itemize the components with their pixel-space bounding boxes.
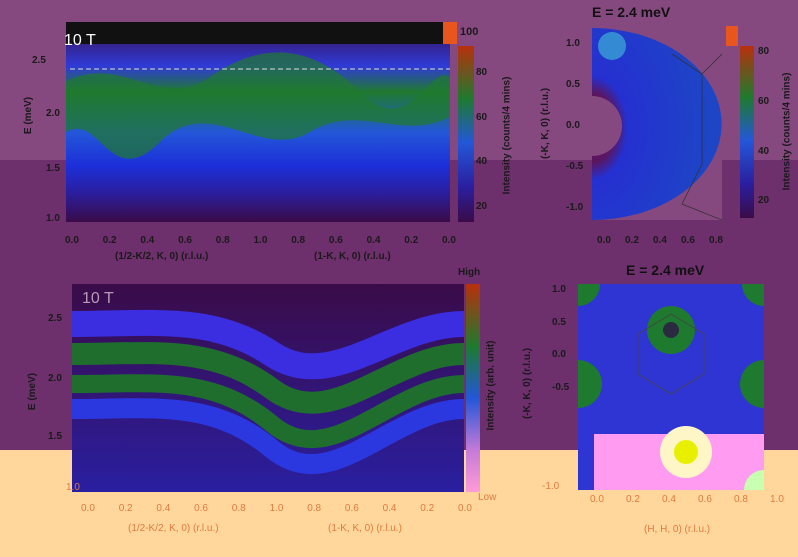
panel-c-colorbar-high: High (458, 267, 481, 278)
panel-d-xtick: 0.8 (734, 494, 748, 505)
panel-a-xtick: 1.0 (253, 235, 268, 246)
panel-a-ytick: 2.0 (46, 108, 60, 119)
panel-c-xtick: 0.8 (231, 503, 246, 514)
panel-a-cbtick: 20 (476, 201, 488, 212)
panel-c-xtick: 0.6 (344, 503, 359, 514)
panel-c-xlabel-left: (1/2-K/2, K, 0) (r.l.u.) (128, 523, 219, 534)
panel-c-xlabel-right: (1-K, K, 0) (r.l.u.) (328, 523, 402, 534)
panel-a-ytick: 1.5 (46, 163, 60, 174)
panel-a-cbtick: 80 (476, 67, 488, 78)
panel-d-xlabel: (H, H, 0) (r.l.u.) (644, 524, 711, 535)
panel-d-ytick: -0.5 (552, 382, 570, 393)
panel-d-ytick: -1.0 (542, 481, 560, 492)
panel-b-colorbar-top (726, 26, 738, 46)
panel-a-ytick: 1.0 (46, 213, 60, 224)
panel-a-field-tag: 10 T (64, 32, 96, 49)
panel-b-cbtick: 40 (758, 146, 770, 157)
panel-a-xtick: 0.4 (366, 235, 381, 246)
panel-b-title: E = 2.4 meV (592, 4, 671, 20)
panel-d-ytick: 0.5 (552, 316, 566, 328)
panel-d-xtick: 0.6 (698, 494, 712, 505)
panel-a-xtick: 0.8 (291, 235, 306, 246)
panel-c-xtick: 0.0 (81, 503, 95, 514)
panel-b-xtick: 0.4 (653, 235, 667, 246)
panel-a-xtick: 0.0 (442, 235, 456, 246)
panel-b-cbtick: 20 (758, 195, 770, 206)
panel-b-xtick: 0.0 (597, 235, 611, 246)
panel-c-colorbar-label: Intensity (arb. unit) (485, 340, 497, 431)
panel-c-ytick: 2.5 (48, 313, 62, 324)
panel-a-colorbar-label: Intensity (counts/4 mins) (501, 76, 513, 195)
panel-a-xlabel-right: (1-K, K, 0) (r.l.u.) (314, 251, 391, 262)
panel-c-ytick: 1.5 (48, 431, 62, 442)
panel-c-ytick: 1.0 (66, 482, 80, 493)
panel-d-ytick: 1.0 (552, 284, 566, 295)
panel-d-xtick: 1.0 (770, 494, 784, 505)
panel-b-ytick: -0.5 (566, 161, 584, 172)
panel-a-xtick: 0.4 (140, 235, 155, 246)
panel-c-xtick: 0.6 (194, 503, 208, 514)
panel-a-xtick: 0.6 (178, 235, 192, 246)
panel-c-xtick: 0.4 (156, 503, 171, 514)
panel-c-heatmap (72, 284, 464, 492)
panel-c-colorbar-low: Low (478, 492, 497, 503)
panel-d-ytick: 0.0 (552, 349, 566, 361)
panel-d-xtick: 0.2 (626, 494, 640, 505)
panel-a-colorbar-top-value: 100 (460, 26, 479, 38)
panel-b-colorbar-label: Intensity (counts/4 mins) (781, 72, 793, 191)
panel-b-heatmap (592, 24, 722, 220)
panel-c-xtick: 0.8 (307, 503, 322, 514)
panel-c-ylabel: E (meV) (27, 372, 39, 411)
panel-a-xtick: 0.2 (102, 235, 117, 246)
panel-d-title: E = 2.4 meV (626, 262, 705, 278)
panel-c-field-tag: 10 T (82, 290, 114, 307)
panel-a-ylabel: E (meV) (23, 96, 35, 135)
panel-b-ytick: 0.5 (566, 79, 580, 90)
panel-d-xtick: 0.4 (662, 494, 676, 505)
panel-a-colorbar (458, 46, 474, 222)
panel-a-xtick: 0.8 (215, 235, 230, 246)
panel-b-xtick: 0.2 (625, 235, 639, 246)
panel-a-xlabel-left: (1/2-K/2, K, 0) (r.l.u.) (115, 251, 209, 262)
panel-a-cbtick: 60 (476, 112, 488, 123)
panel-c-ytick: 2.0 (48, 373, 62, 384)
panel-a-colorbar-top (443, 22, 457, 44)
panel-a-cbtick: 40 (476, 156, 488, 167)
panel-c-colorbar (466, 284, 480, 492)
panel-b-ytick: 1.0 (566, 38, 580, 49)
panel-c-xtick: 0.4 (382, 503, 397, 514)
panel-a-ytick: 2.5 (32, 55, 46, 66)
panel-d-heatmap (578, 284, 764, 490)
panel-d-xtick: 0.0 (590, 494, 604, 505)
panel-b-ylabel: (-K, K, 0) (r.l.u.) (540, 87, 552, 160)
panel-a-xtick: 0.6 (328, 235, 343, 246)
panel-a-xtick: 0.0 (65, 235, 79, 246)
panel-d-ylabel: (-K, K, 0) (r.l.u.) (522, 347, 534, 420)
panel-a-heatmap (66, 22, 450, 222)
panel-c-xtick: 1.0 (269, 503, 284, 514)
panel-c-xtick: 0.2 (118, 503, 133, 514)
panel-b-colorbar (740, 46, 754, 218)
panel-b-xtick: 0.8 (709, 235, 723, 246)
panel-b-cbtick: 80 (758, 46, 770, 57)
panel-b-cbtick: 60 (758, 96, 770, 107)
panel-b-ytick: 0.0 (566, 120, 580, 131)
panel-c-xtick: 0.2 (420, 503, 435, 514)
panel-b-xtick: 0.6 (681, 235, 695, 246)
panel-b-ytick: -1.0 (566, 202, 584, 213)
panel-a-xtick: 0.2 (404, 235, 419, 246)
panel-c-xtick: 0.0 (458, 503, 472, 514)
